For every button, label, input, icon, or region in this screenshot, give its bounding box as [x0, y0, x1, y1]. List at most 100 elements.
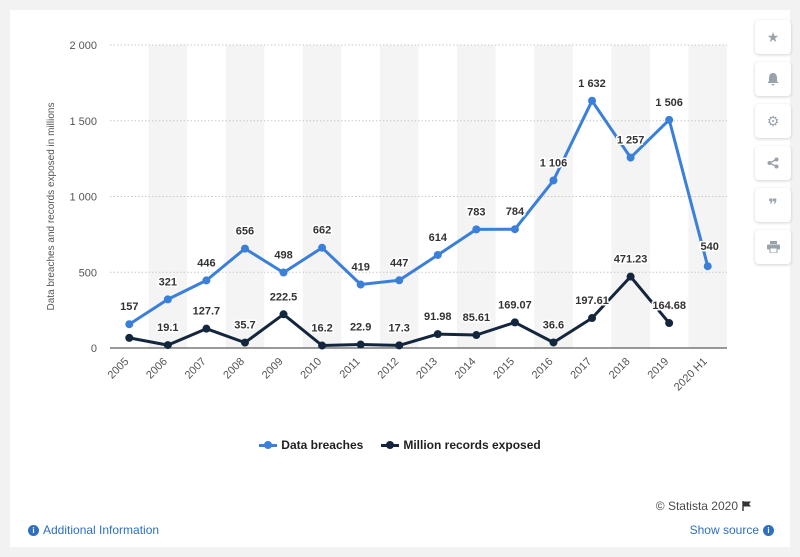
data-point [433, 330, 442, 339]
data-label: 447 [390, 257, 408, 269]
data-label: 784 [506, 206, 525, 218]
data-label: 1 106 [540, 157, 568, 169]
data-point [163, 295, 172, 304]
data-label: 85.61 [463, 312, 491, 324]
data-point [703, 262, 712, 271]
column-band [611, 45, 650, 348]
data-point [395, 341, 404, 350]
x-tick-label: 2010 [298, 356, 324, 382]
show-source-label: Show source [689, 523, 759, 537]
data-label: 446 [197, 257, 215, 269]
data-point [510, 318, 519, 327]
quote-icon[interactable]: ❞ [755, 188, 791, 222]
data-point [125, 320, 134, 329]
column-band [688, 45, 727, 348]
y-tick-label: 500 [79, 267, 97, 279]
column-band [457, 45, 496, 348]
y-tick-label: 2 000 [69, 40, 97, 52]
data-point [549, 176, 558, 185]
data-label: 1 506 [655, 97, 683, 109]
data-label: 614 [429, 232, 448, 244]
data-point [472, 331, 481, 340]
legend-item-records-exposed[interactable]: Million records exposed [381, 438, 541, 452]
data-point [665, 319, 674, 328]
legend-item-data-breaches[interactable]: Data breaches [259, 438, 363, 452]
bell-icon[interactable] [755, 62, 791, 96]
data-point [356, 340, 365, 349]
show-source-link[interactable]: Show source i [690, 523, 774, 537]
x-tick-label: 2011 [338, 356, 363, 381]
data-label: 222.5 [270, 291, 298, 303]
data-point [588, 314, 597, 323]
data-label: 783 [467, 206, 485, 218]
y-tick-label: 1 000 [69, 192, 97, 204]
y-tick-label: 0 [91, 343, 97, 355]
x-tick-label: 2008 [221, 356, 247, 382]
data-point [433, 250, 442, 259]
data-point [125, 333, 134, 342]
data-label: 197.61 [575, 295, 609, 307]
data-label: 19.1 [157, 322, 178, 334]
data-point [279, 310, 288, 319]
series-line [128, 99, 710, 326]
data-label: 419 [351, 262, 369, 274]
data-point [240, 244, 249, 253]
additional-information-label: Additional Information [43, 523, 160, 537]
data-label: 169.07 [498, 299, 532, 311]
x-tick-label: 2013 [414, 356, 440, 382]
data-point [510, 225, 519, 234]
y-tick-label: 1 500 [69, 116, 97, 128]
additional-information-link[interactable]: i Additional Information [28, 523, 159, 537]
x-tick-label: 2005 [106, 356, 132, 382]
legend-label: Million records exposed [403, 438, 541, 452]
x-tick-label: 2012 [376, 356, 402, 382]
data-label: 471.23 [614, 254, 648, 266]
data-label: 127.7 [193, 306, 221, 318]
data-label: 656 [236, 226, 254, 238]
legend-marker-icon [259, 440, 278, 449]
print-icon[interactable] [755, 230, 791, 264]
chart-card: 0 500 1 000 1 500 2 000 Data breaches and rec… [10, 10, 791, 547]
chart-legend: Data breaches Million records exposed [10, 438, 790, 452]
data-point [202, 324, 211, 333]
copyright-text: © Statista 2020 [655, 499, 738, 513]
legend-marker-icon [381, 440, 400, 449]
x-tick-label: 2007 [183, 356, 209, 382]
data-point [549, 338, 558, 347]
data-label: 1 257 [617, 135, 645, 147]
share-icon[interactable] [755, 146, 791, 180]
data-point [279, 268, 288, 277]
data-point [202, 276, 211, 285]
x-tick-label: 2016 [530, 356, 556, 382]
data-label: 36.6 [543, 319, 564, 331]
data-point [626, 272, 635, 281]
x-tick-label: 2018 [607, 356, 633, 382]
data-point [318, 341, 327, 350]
column-band [302, 45, 342, 348]
legend-label: Data breaches [281, 438, 364, 452]
data-label: 22.9 [350, 322, 371, 334]
data-label: 1 632 [578, 78, 606, 90]
star-icon[interactable]: ★ [755, 20, 791, 54]
data-point [588, 96, 597, 105]
data-point [240, 338, 249, 347]
data-label: 35.7 [234, 320, 255, 332]
data-label: 91.98 [424, 311, 452, 323]
data-point [626, 153, 635, 162]
data-point [665, 115, 674, 124]
data-point [472, 225, 481, 234]
data-label: 321 [159, 276, 177, 288]
copyright: © Statista 2020 [656, 499, 752, 513]
x-tick-label: 2006 [144, 356, 170, 382]
gear-icon[interactable]: ⚙ [755, 104, 791, 138]
flag-icon[interactable] [742, 501, 752, 511]
data-label: 17.3 [389, 322, 410, 334]
data-point [163, 341, 172, 350]
y-axis-title: Data breaches and records exposed in mil… [46, 103, 57, 311]
info-icon: i [28, 524, 39, 536]
x-tick-label: 2019 [645, 356, 671, 382]
x-tick-label: 2015 [491, 356, 517, 382]
data-label: 16.2 [311, 323, 332, 335]
data-label: 540 [701, 241, 719, 253]
data-label: 164.68 [652, 300, 686, 312]
